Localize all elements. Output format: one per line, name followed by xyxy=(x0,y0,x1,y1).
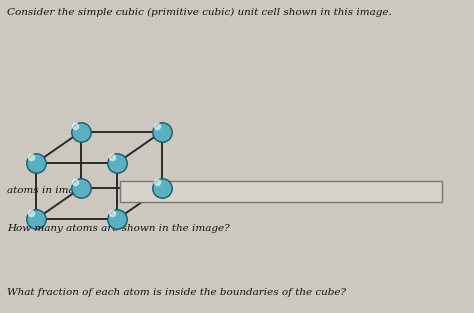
Text: Consider the simple cubic (primitive cubic) unit cell shown in this image.: Consider the simple cubic (primitive cub… xyxy=(7,8,392,17)
Text: atoms in image:: atoms in image: xyxy=(7,187,91,195)
FancyBboxPatch shape xyxy=(119,181,442,202)
Text: What fraction of each atom is inside the boundaries of the cube?: What fraction of each atom is inside the… xyxy=(7,288,346,297)
Text: How many atoms are shown in the image?: How many atoms are shown in the image? xyxy=(7,224,229,233)
